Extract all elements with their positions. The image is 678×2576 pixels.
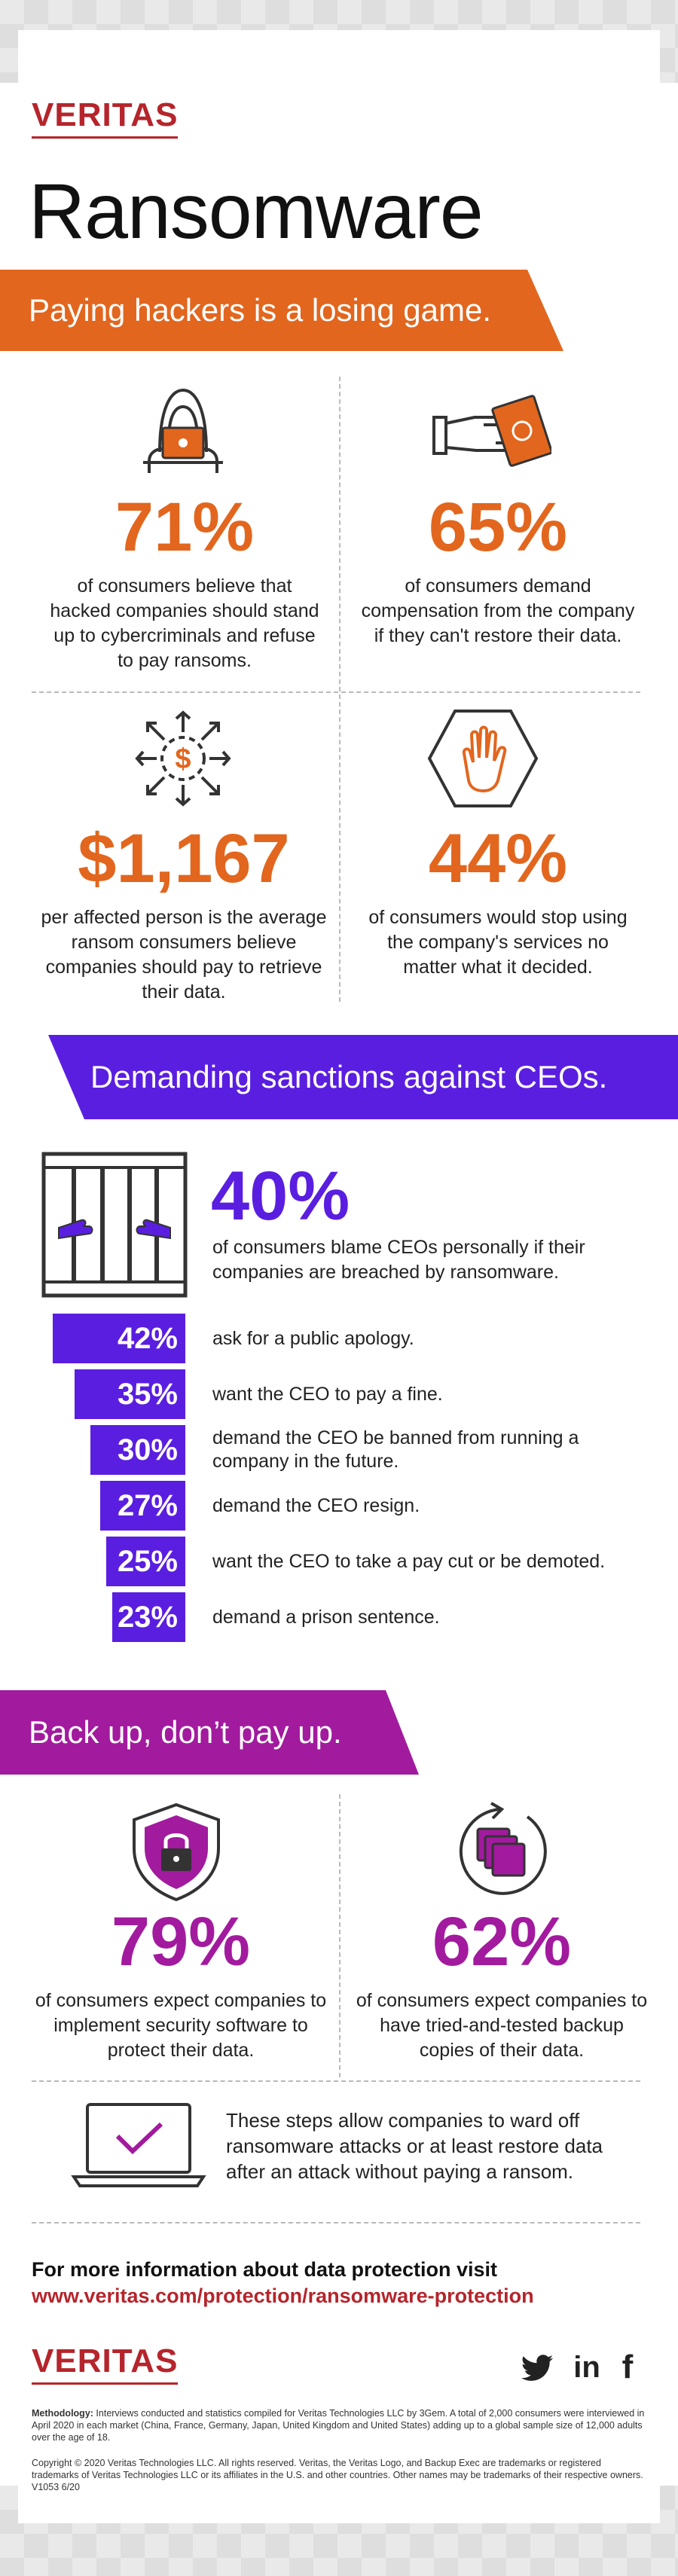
stat-62-percent: 62% of consumers expect companies to hav… <box>351 1907 652 2063</box>
bar-row: 23% demand a prison sentence. <box>0 1592 678 1642</box>
stat-description: of consumers believe that hacked compani… <box>50 575 319 671</box>
bar-label: demand a prison sentence. <box>212 1606 440 1628</box>
bar: 27% <box>100 1481 185 1531</box>
bar-label: demand the CEO resign. <box>212 1494 420 1516</box>
stat-1167-dollars: $1,167 per affected person is the averag… <box>33 824 334 1005</box>
stat-44-percent: 44% of consumers would stop using the co… <box>359 824 637 980</box>
veritas-logo-footer[interactable]: VERITAS <box>32 2343 179 2385</box>
stat-value: 71% <box>115 489 255 566</box>
horizontal-divider <box>32 691 640 693</box>
more-info-link[interactable]: www.veritas.com/protection/ransomware-pr… <box>32 2285 534 2307</box>
stat-value: 62% <box>432 1903 572 1980</box>
bar-label: ask for a public apology. <box>212 1327 414 1349</box>
facebook-icon[interactable]: f <box>622 2349 634 2385</box>
bar: 30% <box>90 1425 185 1475</box>
stat-79-percent: 79% of consumers expect companies to imp… <box>30 1907 331 2063</box>
bar-row: 42% ask for a public apology. <box>0 1314 678 1363</box>
stat-description: of consumers would stop using the compan… <box>368 907 628 978</box>
methodology-text: Methodology: Interviews conducted and st… <box>32 2407 645 2443</box>
hand-stop-hexagon-icon <box>427 710 539 807</box>
backup-note: These steps allow companies to ward off … <box>226 2109 603 2183</box>
bar: 23% <box>112 1592 185 1642</box>
methodology-label: Methodology: <box>32 2408 93 2419</box>
stat-description: of consumers expect companies to impleme… <box>35 1990 327 2061</box>
bar-row: 30% demand the CEO be banned from runnin… <box>0 1425 678 1475</box>
stat-description: of consumers expect companies to have tr… <box>356 1990 648 2061</box>
bar: 42% <box>53 1314 185 1363</box>
hand-money-icon <box>432 395 551 467</box>
stat-value: $1,167 <box>78 820 290 897</box>
stat-value: 44% <box>428 820 568 897</box>
stat-description: per affected person is the average ranso… <box>41 907 327 1003</box>
backup-copies-icon <box>459 1802 547 1895</box>
stat-value: 65% <box>428 489 568 566</box>
bar: 25% <box>106 1537 185 1586</box>
bar: 35% <box>75 1369 185 1419</box>
section-banner-ceo-sanctions: Demanding sanctions against CEOs. <box>48 1035 678 1119</box>
vertical-divider <box>339 1794 341 2077</box>
stat-description: of consumers demand compensation from th… <box>361 575 635 646</box>
bar-label: want the CEO to pay a fine. <box>212 1383 443 1405</box>
stat-value: 79% <box>111 1903 251 1980</box>
laptop-check-icon <box>71 2103 206 2187</box>
jail-bars-icon <box>41 1152 188 1298</box>
bar-row: 27% demand the CEO resign. <box>0 1481 678 1531</box>
methodology-body: Interviews conducted and statistics comp… <box>32 2408 645 2443</box>
bar-value: 35% <box>117 1377 178 1411</box>
bar-label: want the CEO to take a pay cut or be dem… <box>212 1550 606 1572</box>
page-title: Ransomware <box>29 168 484 255</box>
stat-65-percent: 65% of consumers demand compensation fro… <box>359 493 637 649</box>
bar-value: 42% <box>117 1321 178 1355</box>
section-banner-back-up: Back up, don’t pay up. <box>0 1690 419 1775</box>
bar-value: 30% <box>117 1433 178 1467</box>
linkedin-icon[interactable]: in <box>573 2350 600 2384</box>
ceo-headline-value: 40% <box>211 1158 350 1235</box>
bar-value: 23% <box>117 1600 178 1634</box>
vertical-divider <box>339 377 341 1002</box>
section-banner-paying-hackers: Paying hackers is a losing game. <box>0 270 563 351</box>
ceo-headline-description: of consumers blame CEOs personally if th… <box>212 1237 585 1283</box>
bar-value: 27% <box>117 1488 178 1522</box>
bar-label: demand the CEO be banned from running a … <box>212 1427 579 1472</box>
banner-text: Back up, don’t pay up. <box>29 1714 342 1750</box>
bar-row: 25% want the CEO to take a pay cut or be… <box>0 1537 678 1586</box>
horizontal-divider <box>32 2222 640 2223</box>
stat-71-percent: 71% of consumers believe that hacked com… <box>45 493 324 673</box>
banner-text: Paying hackers is a losing game. <box>29 292 491 328</box>
bar-value: 25% <box>117 1544 178 1578</box>
svg-text:$: $ <box>175 743 191 775</box>
more-info-heading: For more information about data protecti… <box>32 2258 498 2281</box>
bar-row: 35% want the CEO to pay a fine. <box>0 1369 678 1419</box>
horizontal-divider <box>32 2080 640 2082</box>
copyright-text: Copyright © 2020 Veritas Technologies LL… <box>32 2458 643 2492</box>
twitter-icon[interactable] <box>520 2350 554 2385</box>
veritas-logo[interactable]: VERITAS <box>32 96 179 139</box>
banner-text: Demanding sanctions against CEOs. <box>90 1059 608 1094</box>
dollar-arrows-icon: $ <box>135 710 231 807</box>
hacker-laptop-icon <box>143 388 223 473</box>
shield-lock-icon <box>133 1802 220 1902</box>
